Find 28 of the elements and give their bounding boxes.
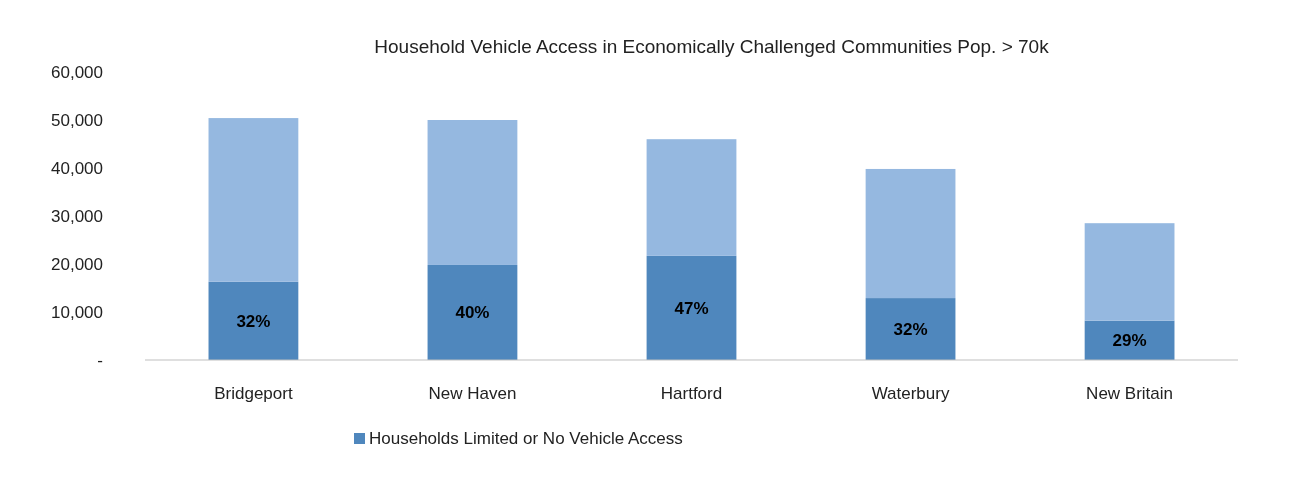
bar xyxy=(646,139,737,256)
legend-label: Households Limited or No Vehicle Access xyxy=(369,429,683,448)
bar xyxy=(427,120,518,265)
chart-title: Household Vehicle Access in Economically Challenged Communities Pop. > 70k xyxy=(374,36,1050,57)
y-tick-label: - xyxy=(97,351,103,370)
bar xyxy=(865,298,956,360)
y-tick-label: 50,000 xyxy=(51,111,103,130)
y-tick-label: 10,000 xyxy=(51,303,103,322)
annotation: 29% xyxy=(1112,331,1147,351)
x-tick-label: New Britain xyxy=(1086,384,1174,403)
bar xyxy=(646,255,737,360)
y-tick-label: 60,000 xyxy=(51,63,103,82)
y-tick-label: 30,000 xyxy=(51,207,103,226)
bar xyxy=(208,281,299,360)
x-tick-label: New Haven xyxy=(428,384,517,403)
x-tick-label: Waterbury xyxy=(871,384,950,403)
bar xyxy=(427,264,518,360)
bar xyxy=(1084,223,1175,321)
y-tick-label: 20,000 xyxy=(51,255,103,274)
x-tick-label: Bridgeport xyxy=(214,384,293,403)
annotation: 32% xyxy=(893,320,928,340)
annotation: 47% xyxy=(674,298,709,318)
x-tick-label: Hartford xyxy=(660,384,723,403)
bar xyxy=(865,168,956,299)
annotation: 32% xyxy=(236,311,271,331)
annotation: 40% xyxy=(455,303,490,323)
y-tick-label: 40,000 xyxy=(51,159,103,178)
bar xyxy=(208,118,299,282)
